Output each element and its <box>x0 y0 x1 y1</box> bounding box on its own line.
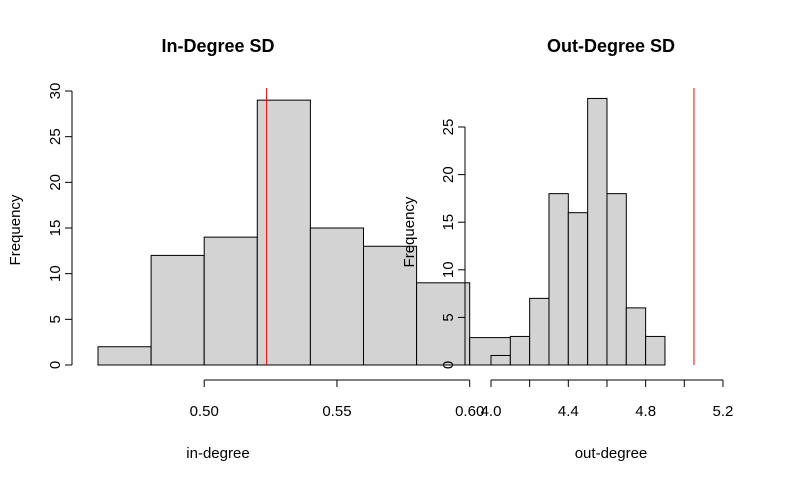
out-degree-y-tick-label-3: 15 <box>440 214 457 231</box>
out-degree-y-axis: 0 5 10 15 20 25 <box>440 119 466 369</box>
out-degree-y-tick-label-2: 10 <box>440 261 457 278</box>
in-degree-title: In-Degree SD <box>161 36 274 56</box>
in-degree-y-tick-label-6: 30 <box>47 83 64 100</box>
in-degree-xlabel: in-degree <box>186 445 249 462</box>
out-degree-x-tick-label-1: 4.4 <box>558 403 579 420</box>
out-degree-x-tick-label-2: 4.8 <box>635 403 656 420</box>
in-degree-x-axis: 0.50 0.55 0.60 <box>190 379 484 420</box>
in-degree-y-tick-label-5: 25 <box>47 128 64 145</box>
out-degree-bar-2 <box>529 297 550 366</box>
out-degree-bar-8 <box>645 335 666 366</box>
in-degree-bars <box>97 99 577 366</box>
in-degree-bar-2 <box>203 236 258 366</box>
in-degree-y-axis: 0 5 10 15 20 25 30 <box>47 83 73 369</box>
out-degree-y-tick-label-4: 20 <box>440 166 457 183</box>
in-degree-bar-4 <box>309 227 364 366</box>
out-degree-xlabel: out-degree <box>575 445 648 462</box>
out-degree-y-tick-label-0: 0 <box>440 361 457 369</box>
out-degree-title: Out-Degree SD <box>547 36 675 56</box>
out-degree-ylabel: Frequency <box>401 196 418 267</box>
out-degree-x-tick-label-3: 5.2 <box>713 403 734 420</box>
out-degree-panel: Out-Degree SD out-degree Frequency 4.0 4.… <box>401 36 733 462</box>
out-degree-bar-0 <box>490 354 511 366</box>
in-degree-y-tick-label-1: 5 <box>47 315 64 323</box>
in-degree-y-tick-label-3: 15 <box>47 220 64 237</box>
out-degree-y-tick-label-1: 5 <box>440 313 457 321</box>
out-degree-bar-3 <box>548 193 569 366</box>
out-degree-bar-7 <box>625 307 647 366</box>
in-degree-ylabel: Frequency <box>7 194 24 265</box>
in-degree-bar-0 <box>97 346 152 366</box>
in-degree-y-tick-label-4: 20 <box>47 174 64 191</box>
out-degree-x-axis: 4.0 4.4 4.8 5.2 <box>481 379 734 420</box>
in-degree-x-tick-label-1: 0.55 <box>322 403 351 420</box>
in-degree-x-tick-label-0: 0.50 <box>190 403 219 420</box>
out-degree-bar-4 <box>567 212 589 366</box>
out-degree-x-tick-label-0: 4.0 <box>481 403 502 420</box>
in-degree-bar-5 <box>363 245 418 366</box>
in-degree-x-tick-label-2: 0.60 <box>455 403 484 420</box>
in-degree-y-tick-label-0: 0 <box>47 361 64 369</box>
out-degree-bars <box>490 97 666 366</box>
in-degree-y-tick-label-2: 10 <box>47 265 64 282</box>
out-degree-y-tick-label-5: 25 <box>440 119 457 136</box>
in-degree-bar-1 <box>150 254 205 366</box>
out-degree-bar-1 <box>509 335 531 366</box>
out-degree-bar-6 <box>606 193 627 366</box>
in-degree-bar-3 <box>256 99 311 366</box>
out-degree-bar-5 <box>587 97 608 366</box>
in-degree-panel: In-Degree SD in-degree Frequency 0.50 0.5… <box>7 36 577 462</box>
in-degree-bar-6 <box>416 282 471 366</box>
